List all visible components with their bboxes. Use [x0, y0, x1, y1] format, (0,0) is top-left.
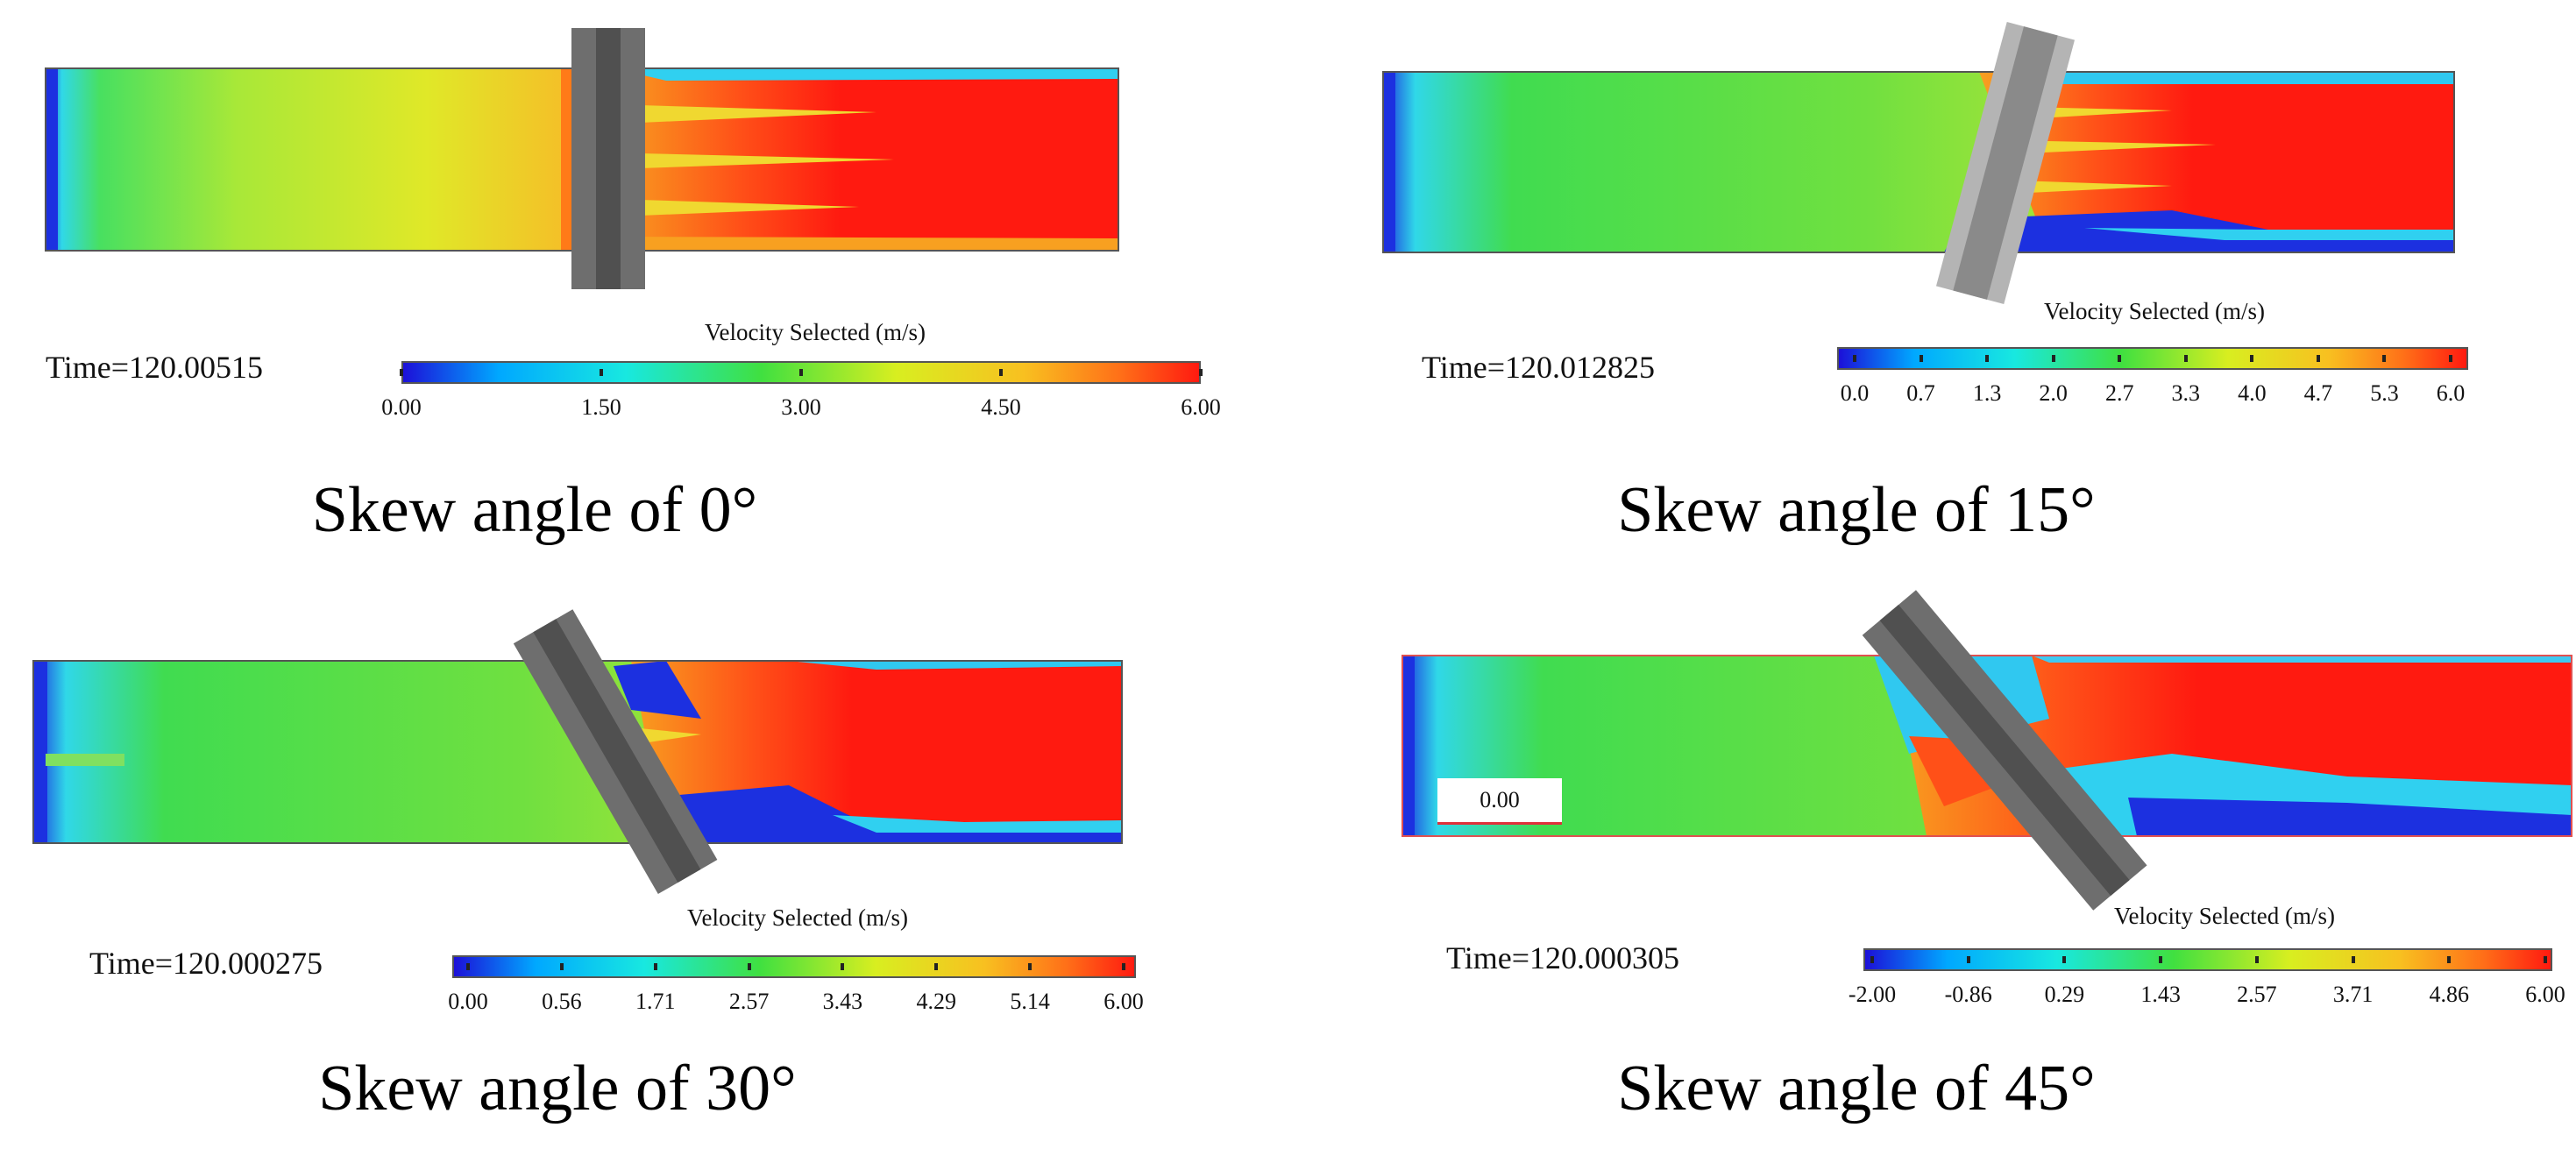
colorbar-tick-label: 2.0 — [2039, 380, 2068, 406]
colorbar-tick-label: 0.56 — [542, 989, 582, 1014]
colorbar-tick-label: 3.00 — [781, 394, 821, 420]
colorbar-tick-mark — [1966, 956, 1970, 963]
colorbar-tick-mark — [2118, 355, 2122, 362]
colorbar-tick-mark — [400, 369, 403, 376]
colorbar-tick-mark — [2351, 956, 2355, 963]
velocity-contour-skew-45 — [1402, 590, 2572, 911]
colorbar-tick-label: 2.57 — [2237, 982, 2277, 1007]
panel-caption: Skew angle of 15° — [1617, 474, 2096, 546]
colorbar-tick-label: 2.57 — [728, 989, 770, 1014]
colorbar-tick-label: 0.29 — [2044, 982, 2085, 1007]
panel-skew-30: Time=120.000275 Velocity Selected (m/s) … — [0, 578, 1280, 1156]
colorbar-tick-mark — [2382, 355, 2387, 362]
colorbar-tick-label: 6.0 — [2436, 380, 2466, 406]
colorbar-tick-mark — [799, 369, 803, 376]
colorbar-tick-mark — [2250, 355, 2254, 362]
colorbar-tick-label: 4.50 — [981, 394, 1021, 420]
panel-caption: Skew angle of 30° — [318, 1053, 797, 1124]
velocity-contour-skew-30 — [32, 609, 1123, 895]
probe-value-box: 0.00 — [1437, 778, 1562, 825]
colorbar-tick-mark — [1028, 963, 1033, 970]
colorbar-tick-label: 6.00 — [1181, 394, 1221, 420]
colorbar — [1837, 347, 2468, 370]
colorbar-tick-label: 4.86 — [2429, 982, 2470, 1007]
colorbar-tick-label: 3.43 — [822, 989, 863, 1014]
colorbar-tick-mark — [2159, 956, 2163, 963]
colorbar-tick-mark — [1919, 355, 1923, 362]
colorbar-tick-mark — [2254, 956, 2259, 963]
colorbar-tick-mark — [559, 963, 564, 970]
colorbar-tick-mark — [934, 963, 939, 970]
colorbar-tick-label: 4.29 — [916, 989, 957, 1014]
colorbar-tick-label: 1.50 — [581, 394, 621, 420]
panel-skew-0: Time=120.00515 Velocity Selected (m/s) S… — [0, 0, 1280, 578]
colorbar-tick-label: 5.14 — [1010, 989, 1050, 1014]
colorbar-tick-label: 3.3 — [2171, 380, 2201, 406]
colorbar-tick-label: 3.71 — [2332, 982, 2374, 1007]
time-label: Time=120.012825 — [1422, 350, 1656, 385]
colorbar-tick-label: 1.43 — [2140, 982, 2181, 1007]
colorbar-tick-mark — [1985, 355, 1990, 362]
time-label: Time=120.00515 — [46, 350, 264, 385]
colorbar-tick-mark — [1870, 956, 1874, 963]
legend-title: Velocity Selected (m/s) — [687, 904, 908, 931]
legend-title: Velocity Selected (m/s) — [2114, 903, 2335, 929]
velocity-contour-skew-15 — [1382, 21, 2455, 305]
colorbar-tick-label: 2.7 — [2104, 380, 2134, 406]
colorbar-tick-label: -2.00 — [1848, 982, 1897, 1007]
time-label: Time=120.000275 — [89, 946, 323, 981]
colorbar-tick-label: 6.00 — [2525, 982, 2565, 1007]
colorbar-tick-label: 0.7 — [1906, 380, 1935, 406]
colorbar — [452, 955, 1136, 978]
colorbar-tick-mark — [999, 369, 1003, 376]
colorbar — [1863, 948, 2552, 971]
colorbar-tick-label: 1.71 — [635, 989, 676, 1014]
colorbar-tick-label: 1.3 — [1972, 380, 2002, 406]
legend-title: Velocity Selected (m/s) — [705, 319, 926, 345]
colorbar-tick-mark — [1122, 963, 1125, 970]
colorbar-tick-mark — [653, 963, 657, 970]
colorbar-tick-label: -0.86 — [1944, 982, 1992, 1007]
velocity-contour-skew-0 — [45, 28, 1119, 289]
colorbar-tick-mark — [1853, 355, 1856, 362]
colorbar-tick-label: 4.0 — [2238, 380, 2267, 406]
colorbar-tick-mark — [2449, 355, 2452, 362]
colorbar-tick-label: 5.3 — [2370, 380, 2399, 406]
panel-caption: Skew angle of 0° — [311, 474, 758, 546]
panel-skew-45: 0.00 Time=120.000305 Velocity Selected (… — [1295, 578, 2575, 1156]
colorbar-tick-label: 0.00 — [381, 394, 422, 420]
panel-caption: Skew angle of 45° — [1617, 1053, 2096, 1124]
colorbar-tick-mark — [2062, 956, 2067, 963]
colorbar-tick-mark — [2051, 355, 2055, 362]
colorbar-tick-mark — [466, 963, 470, 970]
legend-title: Velocity Selected (m/s) — [2044, 298, 2265, 324]
colorbar-tick-mark — [2544, 956, 2547, 963]
panel-skew-15: Time=120.012825 Velocity Selected (m/s) … — [1295, 0, 2575, 578]
colorbar-tick-label: 0.00 — [448, 989, 488, 1014]
colorbar-tick-mark — [2447, 956, 2452, 963]
colorbar-tick-label: 4.7 — [2303, 380, 2333, 406]
time-label: Time=120.000305 — [1446, 940, 1680, 975]
colorbar-tick-mark — [600, 369, 603, 376]
colorbar-tick-mark — [1199, 369, 1203, 376]
colorbar-tick-mark — [2183, 355, 2188, 362]
colorbar-tick-mark — [2316, 355, 2320, 362]
colorbar-tick-mark — [841, 963, 845, 970]
colorbar-tick-label: 0.0 — [1840, 380, 1870, 406]
colorbar-tick-mark — [747, 963, 751, 970]
colorbar-tick-label: 6.00 — [1103, 989, 1144, 1014]
